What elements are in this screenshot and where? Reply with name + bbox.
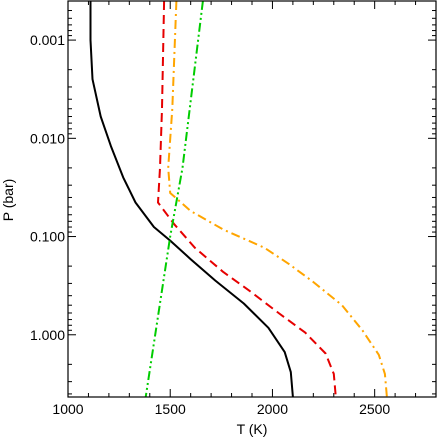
series-line-2 xyxy=(157,1,337,397)
x-tick-label: 2000 xyxy=(257,401,288,417)
y-tick-label: 0.100 xyxy=(30,229,65,245)
series-layer xyxy=(89,1,388,397)
series-line-4 xyxy=(144,1,204,397)
x-tick-label: 1500 xyxy=(155,401,186,417)
y-tick-label: 0.001 xyxy=(30,32,65,48)
y-tick-label: 0.010 xyxy=(30,130,65,146)
x-tick-label: 2500 xyxy=(359,401,390,417)
x-axis-title: T (K) xyxy=(237,421,268,437)
series-line-1 xyxy=(89,1,294,397)
y-tick-label: 1.000 xyxy=(30,327,65,343)
x-tick-label: 1000 xyxy=(52,401,83,417)
axes-layer: 1000 1500 2000 2500 0.001 0.010 0.100 1.000 xyxy=(30,0,437,417)
series-line-3 xyxy=(167,1,388,397)
y-axis-title: P (bar) xyxy=(0,179,16,222)
